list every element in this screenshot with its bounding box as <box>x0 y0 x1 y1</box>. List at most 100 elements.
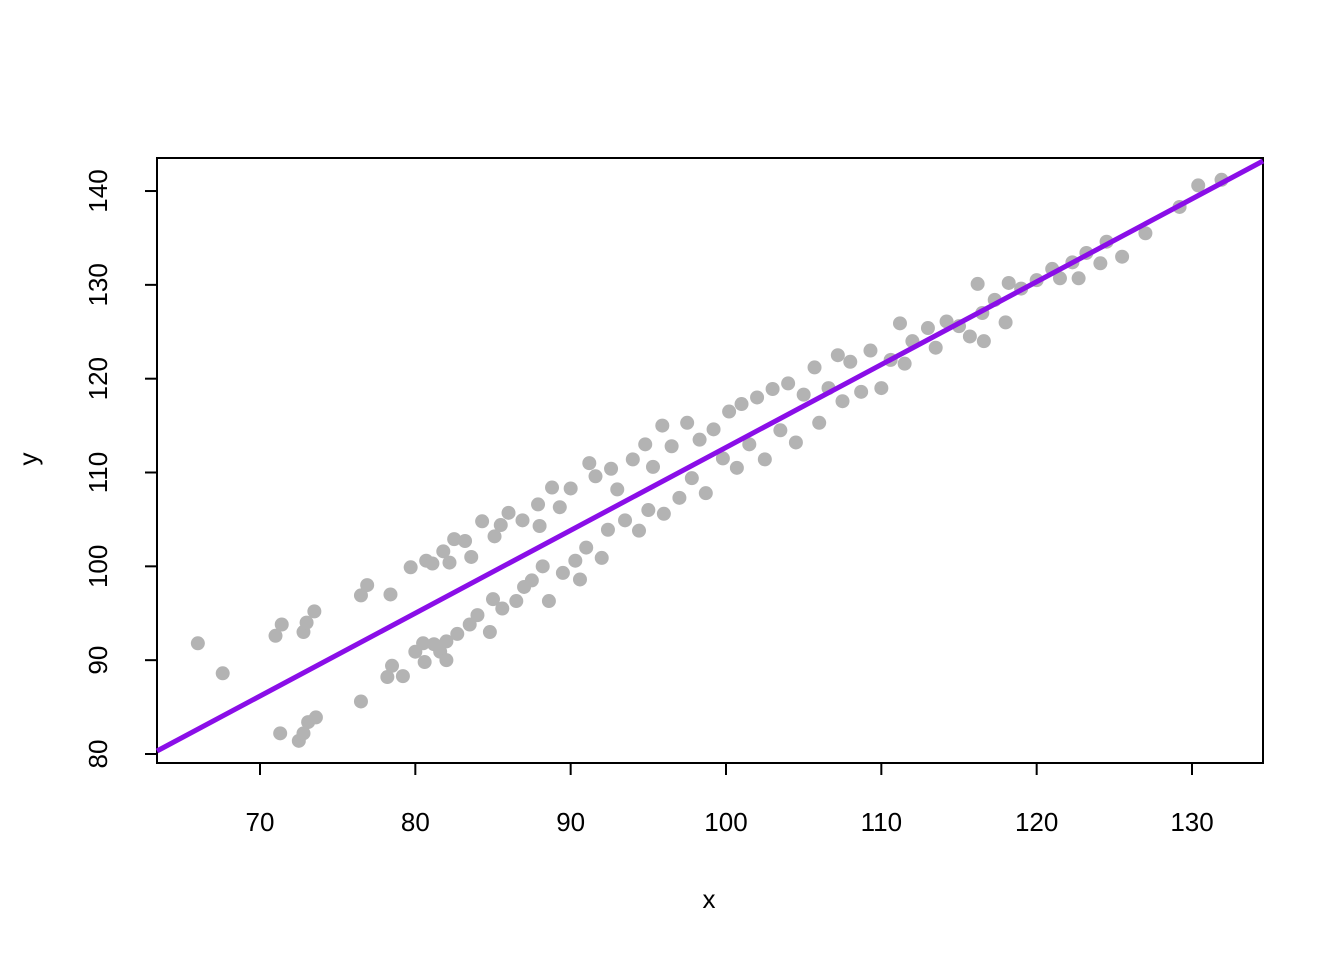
point <box>442 555 457 570</box>
point <box>656 506 671 521</box>
point <box>485 592 500 607</box>
point <box>645 459 660 474</box>
point <box>568 553 583 568</box>
x-tick-label: 90 <box>556 807 585 837</box>
point <box>722 404 737 419</box>
point <box>417 655 432 670</box>
point <box>863 343 878 358</box>
point <box>493 518 508 533</box>
point <box>215 666 230 681</box>
point <box>706 422 721 437</box>
point <box>450 626 465 641</box>
y-tick-label: 80 <box>83 740 113 769</box>
point <box>579 540 594 555</box>
point <box>830 348 845 363</box>
y-tick-label: 130 <box>83 263 113 306</box>
y-tick-label: 140 <box>83 169 113 212</box>
point <box>641 503 656 518</box>
point <box>843 354 858 369</box>
point <box>552 500 567 515</box>
x-axis-label: x <box>703 884 716 914</box>
point <box>273 726 288 741</box>
x-tick-label: 130 <box>1170 807 1213 837</box>
point <box>458 534 473 549</box>
point <box>781 376 796 391</box>
point <box>835 394 850 409</box>
point <box>582 456 597 471</box>
point <box>383 587 398 602</box>
point <box>563 481 578 496</box>
point <box>715 451 730 466</box>
point <box>664 439 679 454</box>
point <box>1191 178 1206 193</box>
point <box>928 340 943 355</box>
point <box>353 588 368 603</box>
point <box>684 471 699 486</box>
point <box>976 334 991 349</box>
point <box>487 529 502 544</box>
point <box>765 382 780 397</box>
point <box>734 397 749 412</box>
point <box>742 437 757 452</box>
point <box>464 549 479 564</box>
point <box>403 560 418 575</box>
point <box>588 469 603 484</box>
point <box>729 460 744 475</box>
point <box>812 415 827 430</box>
point <box>268 628 283 643</box>
point <box>439 653 454 668</box>
point <box>1001 275 1016 290</box>
point <box>600 522 615 537</box>
point <box>1138 226 1153 241</box>
point <box>672 490 687 505</box>
point <box>998 315 1013 330</box>
point <box>436 544 451 559</box>
point <box>892 316 907 331</box>
point <box>470 608 485 623</box>
x-tick-label: 80 <box>401 807 430 837</box>
point <box>1071 271 1086 286</box>
point <box>897 356 912 371</box>
point <box>1052 271 1067 286</box>
point <box>1115 249 1130 264</box>
point <box>360 578 375 593</box>
point <box>395 669 410 684</box>
point <box>482 625 497 640</box>
point <box>572 572 587 587</box>
y-tick-label: 120 <box>83 357 113 400</box>
point <box>509 594 524 609</box>
point <box>962 329 977 344</box>
point <box>308 710 323 725</box>
point <box>535 559 550 574</box>
point <box>541 594 556 609</box>
point <box>555 565 570 580</box>
point <box>698 486 713 501</box>
x-tick-label: 70 <box>246 807 275 837</box>
point <box>807 360 822 375</box>
point <box>190 636 205 651</box>
point <box>447 532 462 547</box>
point <box>532 518 547 533</box>
point <box>274 617 289 632</box>
point <box>874 381 889 396</box>
point <box>439 634 454 649</box>
point <box>462 617 477 632</box>
y-tick-label: 110 <box>83 452 113 493</box>
y-tick-label: 100 <box>83 545 113 588</box>
x-tick-label: 120 <box>1015 807 1058 837</box>
point <box>854 384 869 399</box>
point <box>594 550 609 565</box>
point <box>545 480 560 495</box>
point <box>515 513 530 528</box>
y-tick-label: 90 <box>83 646 113 675</box>
point <box>495 601 510 616</box>
point <box>939 314 954 329</box>
point <box>655 418 670 433</box>
x-tick-label: 110 <box>861 807 902 837</box>
point <box>475 514 490 529</box>
point <box>604 461 619 476</box>
point <box>299 615 314 630</box>
point <box>750 390 765 405</box>
point <box>970 276 985 291</box>
